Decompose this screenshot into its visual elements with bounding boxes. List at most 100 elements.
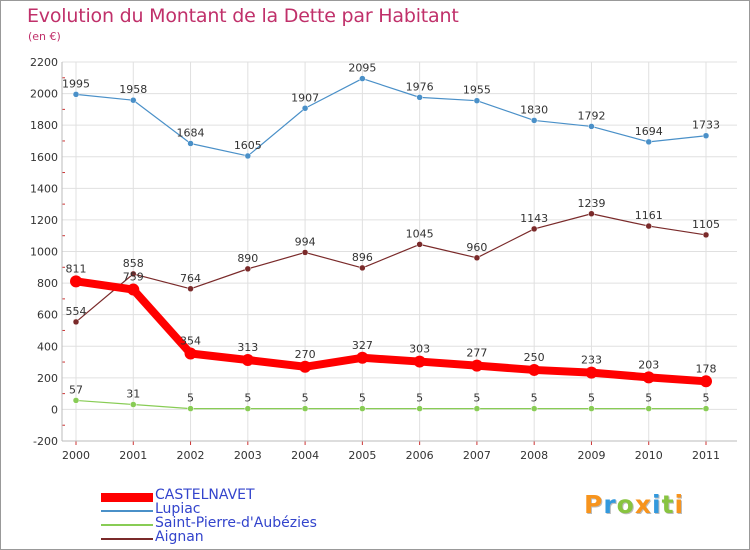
x-tick-label: 2008	[520, 449, 548, 462]
data-point	[416, 94, 423, 101]
proxiti-logo: Proxiti	[584, 490, 684, 519]
logo-letter: i	[652, 490, 662, 519]
data-point	[359, 75, 366, 82]
series-line-saint-pierre-d-aub-zies	[75, 399, 707, 410]
y-tick-label: 1800	[30, 119, 58, 132]
axes: -200 0 200 400 600 800 1000 1200 1400 1600 1800 200…	[30, 56, 737, 462]
data-label: 5	[244, 392, 251, 405]
data-point	[301, 249, 309, 256]
data-point	[72, 397, 80, 404]
x-tick-label: 2005	[348, 449, 376, 462]
data-point	[187, 140, 194, 147]
y-tick-label: 200	[37, 372, 58, 385]
data-label: 811	[66, 262, 87, 275]
legend-label: Lupiac	[155, 501, 201, 517]
data-point	[645, 138, 652, 146]
data-label: 1605	[234, 139, 262, 152]
data-label: 764	[180, 272, 201, 285]
y-tick-label: 2200	[30, 56, 58, 69]
data-point	[70, 275, 82, 288]
data-labels: 811 759 354 313 270 327 303 277 250 233 203 178 1995…	[62, 62, 720, 405]
y-tick-label: 400	[37, 340, 58, 353]
data-label: 1958	[119, 83, 147, 96]
data-label: 890	[237, 252, 258, 265]
data-label: 1045	[406, 227, 434, 240]
data-label: 1830	[520, 103, 548, 116]
data-point	[530, 117, 538, 124]
legend-swatch	[101, 538, 153, 540]
series-lines	[70, 75, 712, 412]
x-tick-label: 2007	[463, 449, 491, 462]
legend-swatch	[101, 510, 153, 512]
data-point	[72, 318, 80, 326]
data-point	[413, 355, 426, 368]
legend-label: CASTELNAVET	[155, 487, 255, 503]
data-point	[187, 405, 194, 412]
data-label: 1684	[177, 126, 205, 139]
legend-label: Saint-Pierre-d'Aubézies	[155, 515, 317, 531]
logo-letter: x	[634, 490, 652, 519]
x-tick-label: 2011	[692, 449, 720, 462]
data-point	[645, 405, 652, 412]
x-tick-label: 2003	[234, 449, 262, 462]
data-point	[530, 225, 538, 233]
data-point	[642, 371, 655, 384]
data-point	[72, 91, 80, 98]
x-tick-label: 2004	[291, 449, 319, 462]
data-point	[130, 96, 137, 104]
y-tick-label: 800	[37, 277, 58, 290]
y-tick-label: 1200	[30, 214, 58, 227]
data-label: 5	[359, 392, 366, 405]
grid-lines	[62, 61, 737, 442]
data-point	[530, 405, 538, 412]
data-point	[416, 405, 423, 412]
logo-letter: o	[616, 490, 635, 519]
y-tick-label: 1600	[30, 151, 58, 164]
data-label: 5	[588, 392, 595, 405]
legend-swatch	[101, 524, 153, 526]
x-tick-label: 2009	[577, 449, 605, 462]
x-tick-label: 2000	[62, 449, 90, 462]
data-point	[588, 405, 595, 412]
data-label: 1143	[520, 212, 548, 225]
data-label: 5	[645, 392, 652, 405]
data-point	[470, 359, 483, 372]
series-line-castelnavet	[72, 277, 710, 386]
data-label: 5	[302, 392, 309, 405]
data-point	[301, 405, 309, 412]
data-point	[244, 152, 252, 160]
data-point	[301, 105, 309, 112]
data-label: 994	[295, 235, 316, 248]
data-point	[187, 285, 194, 293]
data-label: 960	[466, 241, 487, 254]
data-label: 1792	[577, 109, 605, 122]
data-label: 303	[409, 343, 430, 356]
y-tick-label: 1000	[30, 246, 58, 259]
data-label: 5	[531, 392, 538, 405]
data-label: 31	[126, 388, 140, 401]
data-label: 759	[123, 271, 144, 284]
logo-letter: r	[603, 490, 617, 519]
legend-swatch	[101, 493, 153, 502]
y-tick-label: 600	[37, 309, 58, 322]
data-label: 1976	[406, 80, 434, 93]
series-line-aignan	[75, 213, 707, 323]
data-point	[702, 231, 710, 239]
data-point	[528, 363, 541, 376]
data-label: 277	[466, 347, 487, 360]
data-label: 5	[473, 392, 480, 405]
data-label: 1733	[692, 119, 720, 132]
x-tick-label: 2010	[635, 449, 663, 462]
x-tick-label: 2002	[177, 449, 205, 462]
data-point	[585, 366, 598, 379]
y-tick-label: 1400	[30, 182, 58, 195]
data-point	[244, 265, 252, 273]
x-tick-label: 2001	[119, 449, 147, 462]
data-label: 1105	[692, 218, 720, 231]
data-label: 896	[352, 251, 373, 264]
data-point	[473, 97, 481, 104]
chart-title: Evolution du Montant de la Dette par Hab…	[27, 5, 459, 27]
data-label: 178	[696, 362, 717, 375]
